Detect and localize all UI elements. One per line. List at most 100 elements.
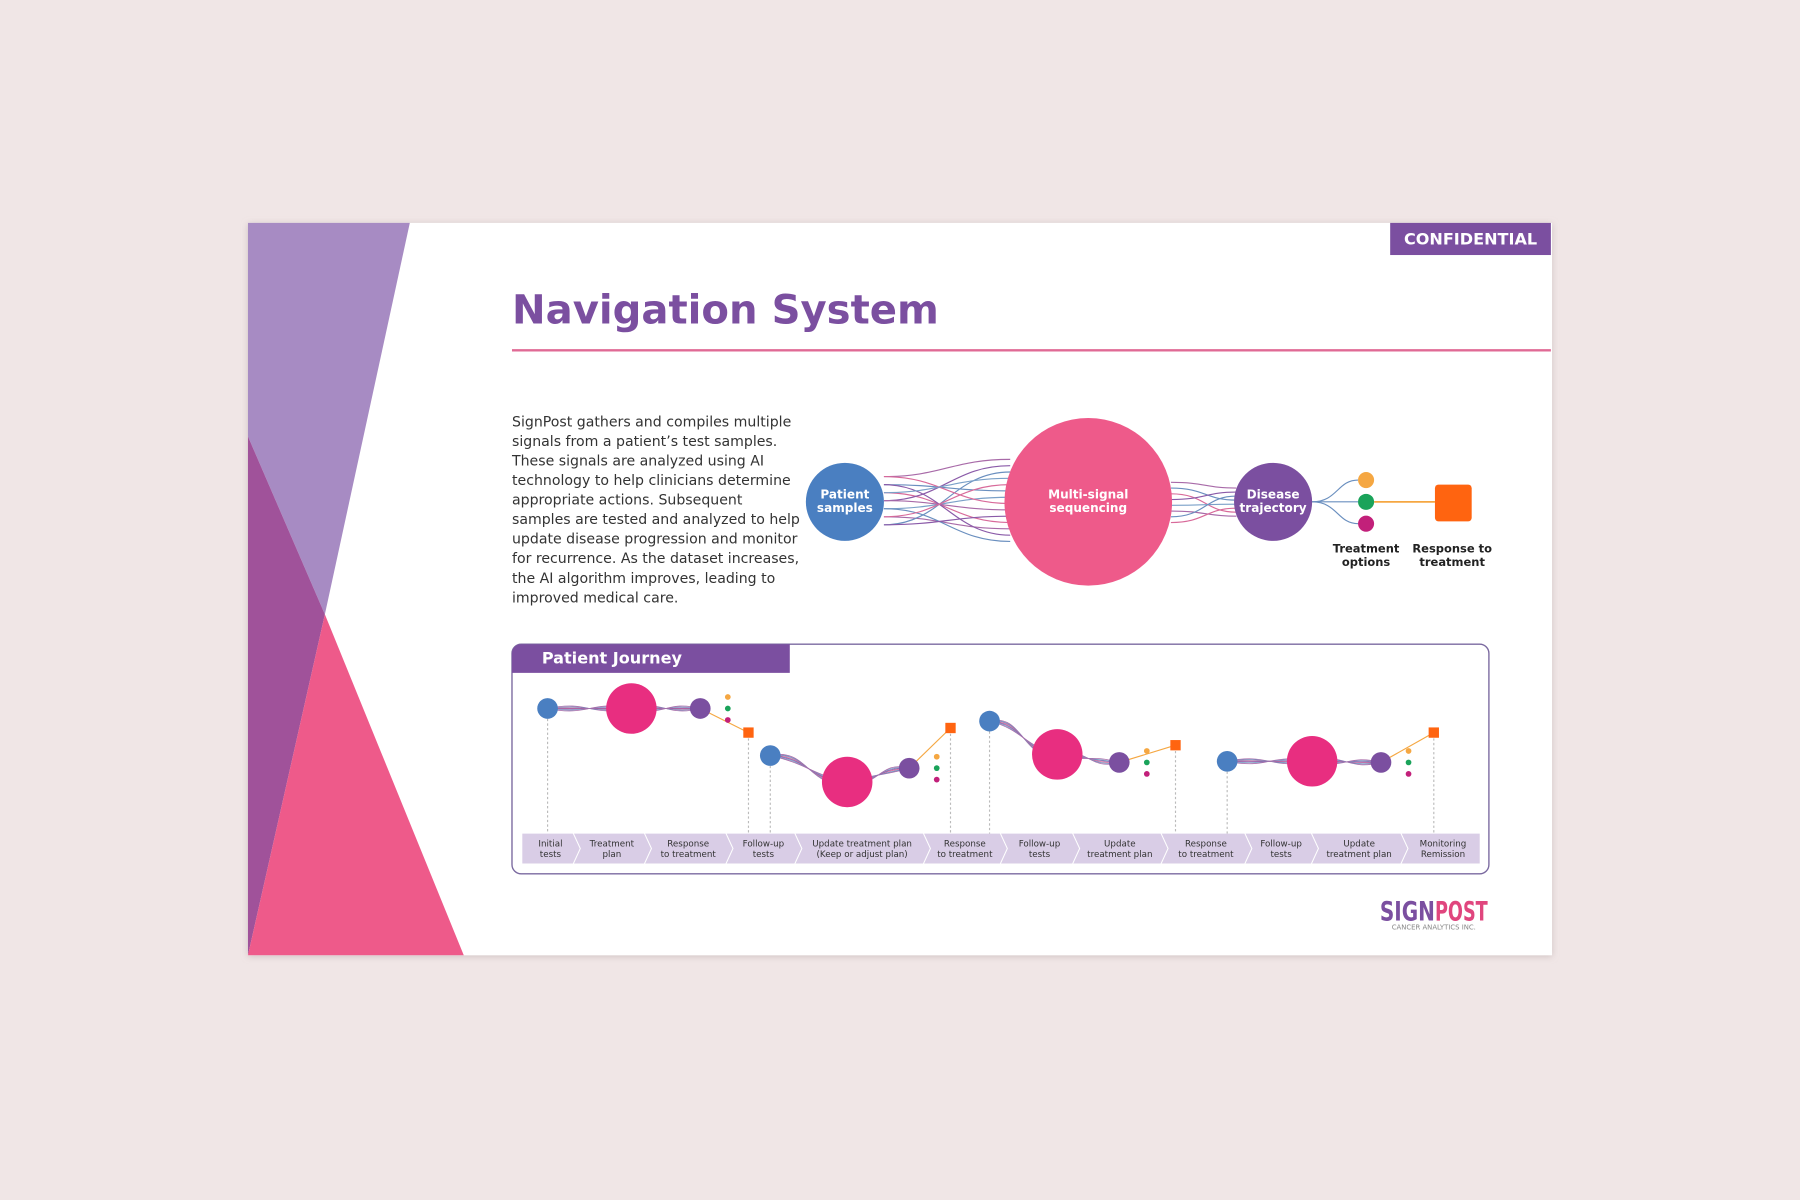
connector-curve [883,516,1011,530]
journey-node [1032,729,1083,780]
description-line: appropriate actions. Subsequent [512,493,743,509]
step-label: plan [602,850,621,860]
decor-triangle [247,436,325,956]
connector-curve [883,477,1011,494]
step-label: Response [667,839,709,849]
description-line: technology to help clinicians determine [512,473,791,489]
journey-title: Patient Journey [542,649,683,668]
connectors [883,458,1435,543]
logo-sign: SIGN [1380,896,1435,927]
journey-dot [1405,748,1412,754]
description-line: signals from a patient’s test samples. [512,434,777,450]
step-chevron [1312,833,1408,864]
description-line: for recurrence. As the dataset increases… [512,551,799,567]
connector-curve [883,484,1011,518]
journey-node [1216,750,1238,772]
logo-tagline: CANCER ANALYTICS INC. [1392,924,1476,932]
connector-curve [883,484,1011,536]
connector-curve [883,508,1011,543]
decor-triangle [247,614,464,956]
option-dot [1358,515,1375,532]
journey-dot [724,694,731,700]
response-square [1434,484,1472,522]
journey-dot [1143,748,1150,754]
node-label: Patient [820,487,869,501]
step-label: treatment plan [1087,850,1152,860]
connector-curve [1170,507,1237,524]
step-label: tests [1270,850,1292,860]
step-chevron [1001,833,1080,864]
journey-tab [511,644,790,673]
step-label: to treatment [661,850,717,860]
journey-node [821,756,873,808]
journey-node [979,710,1000,732]
step-label: Initial [538,839,562,849]
connector-curve [883,458,1011,478]
connector-curve [1170,510,1237,517]
journey-node [1108,752,1130,773]
journey-dot [1405,759,1412,766]
journey-node [537,698,558,719]
journey-node [689,698,711,719]
node-label: samples [817,501,873,515]
connector-curve [883,492,1011,524]
connector-curve [1170,495,1237,518]
logo-post: POST [1435,896,1488,927]
step-chevron [1161,833,1252,864]
journey-dot [1143,771,1150,777]
journey-dot [1143,759,1150,766]
journey-dot [724,717,731,723]
connector-curve [883,515,1011,526]
step-label: Response [944,839,986,849]
journey-node [898,757,920,779]
connector-curve [1170,487,1237,501]
connector-curve [1170,481,1237,489]
step-chevron [522,833,580,864]
description-line: These signals are analyzed using AI [511,454,764,470]
step-chevron [924,833,1007,864]
step-chevron [645,833,733,864]
node-label: treatment [1419,555,1485,569]
connector-curve [883,496,1011,510]
journey-dot [1405,771,1412,777]
step-label: Monitoring [1420,839,1467,849]
node-label: sequencing [1049,501,1127,515]
node [1004,418,1173,586]
connector-curve [883,484,1011,492]
connector-curve [883,476,1011,505]
journey-node [759,745,781,766]
node-label: Multi-signal [1048,487,1128,501]
journey-node [606,683,657,734]
step-chevron [1073,833,1168,864]
journey-box [511,643,1490,875]
journey-dot [724,705,731,712]
connector-curve [883,465,1011,502]
step-label: to treatment [1178,850,1234,860]
step-label: Response [1185,839,1227,849]
journey-square [945,722,956,734]
step-chevron [795,833,930,864]
step-label: Follow-up [1260,839,1302,849]
step-label: tests [753,850,775,860]
description-line: the AI algorithm improves, leading to [512,571,775,587]
node [805,462,884,541]
badge-text: CONFIDENTIAL [1404,230,1537,249]
decor-triangle [247,222,410,615]
step-label: Follow-up [743,839,785,849]
description-line: samples are tested and analyzed to help [512,512,800,528]
connector-curve [883,500,1011,511]
badge [1390,222,1551,256]
option-dot [1358,472,1375,489]
step-label: Update [1104,839,1136,849]
description-line: update disease progression and monitor [512,532,798,548]
node-label: trajectory [1240,501,1307,515]
title: Navigation System [512,287,939,333]
connector-curve [1312,501,1359,525]
description-line: SignPost gathers and compiles multiple [512,415,791,431]
node-label: options [1342,555,1391,569]
journey-node [1286,736,1338,787]
step-label: tests [1029,850,1051,860]
connector-curve [883,471,1011,526]
